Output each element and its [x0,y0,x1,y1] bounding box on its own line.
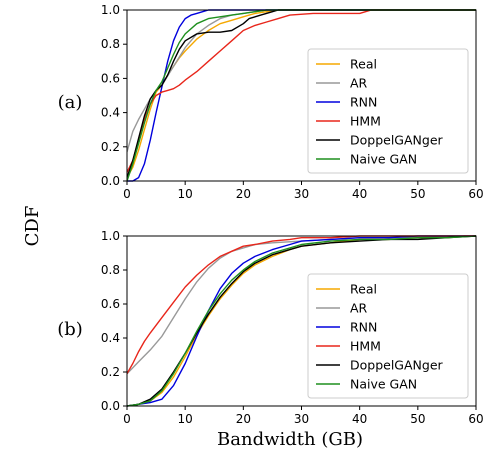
series-line-rnn [127,235,476,407]
legend-entry: RNN [350,95,377,110]
y-tick-label: 0.0 [101,174,120,188]
legend-entry: AR [350,76,368,91]
x-tick-label: 10 [178,412,193,426]
y-axis-label: CDF [22,206,43,247]
panel-b: 0 10 20 30 40 50 60 0.0 0.2 0.4 0.6 0.8 1.0 (b) Real AR… [57,229,483,426]
series-line-hmm [127,235,476,375]
x-tick-label: 50 [410,187,425,201]
legend-entry: HMM [350,114,381,129]
y-tick-label: 0.2 [101,365,120,379]
x-tick-label: 0 [123,187,131,201]
legend-entry: DoppelGANger [350,133,444,148]
legend-entry: Real [350,282,377,297]
x-tick-label: 30 [294,412,309,426]
series-line-doppelganger [127,9,476,178]
x-tick-label: 20 [236,187,251,201]
legend-entry: Real [350,57,377,72]
x-tick-label: 60 [468,187,483,201]
x-tick-label: 40 [352,187,367,201]
legend-entry: Naive GAN [350,377,417,392]
legend-entry: HMM [350,339,381,354]
x-tick-label: 40 [352,412,367,426]
y-tick-label: 0.2 [101,140,120,154]
legend-box [307,273,469,399]
x-tick-label: 50 [410,412,425,426]
legend: Real AR RNN HMM DoppelGANger Naive GAN [307,48,469,174]
y-tick-label: 1.0 [101,229,120,243]
legend-entry: AR [350,301,368,316]
x-tick-label: 60 [468,412,483,426]
y-tick-label: 0.8 [101,263,120,277]
y-tick-label: 0.4 [101,106,120,120]
panel-label: (b) [57,319,83,340]
panel-label: (a) [58,92,83,113]
legend-entry: Naive GAN [350,152,417,167]
series-line-naive-gan [127,235,476,407]
y-tick-label: 0.0 [101,399,120,413]
x-tick-label: 0 [123,412,131,426]
series-line-real [127,9,476,178]
legend: Real AR RNN HMM DoppelGANger Naive GAN [307,273,469,399]
panel-a: 0 10 20 30 40 50 60 0.0 0.2 0.4 0.6 0.8 1.0 (a) Real AR… [58,3,484,201]
legend-box [307,48,469,174]
legend-entry: RNN [350,320,377,335]
y-tick-label: 0.6 [101,297,120,311]
y-tick-label: 1.0 [101,3,120,17]
series-line-naive-gan [127,9,476,182]
y-tick-label: 0.8 [101,37,120,51]
x-tick-label: 10 [178,187,193,201]
y-tick-label: 0.4 [101,331,120,345]
x-tick-label: 20 [236,412,251,426]
x-axis-label: Bandwidth (GB) [217,429,363,450]
x-tick-label: 30 [294,187,309,201]
y-tick-label: 0.6 [101,71,120,85]
legend-entry: DoppelGANger [350,358,444,373]
